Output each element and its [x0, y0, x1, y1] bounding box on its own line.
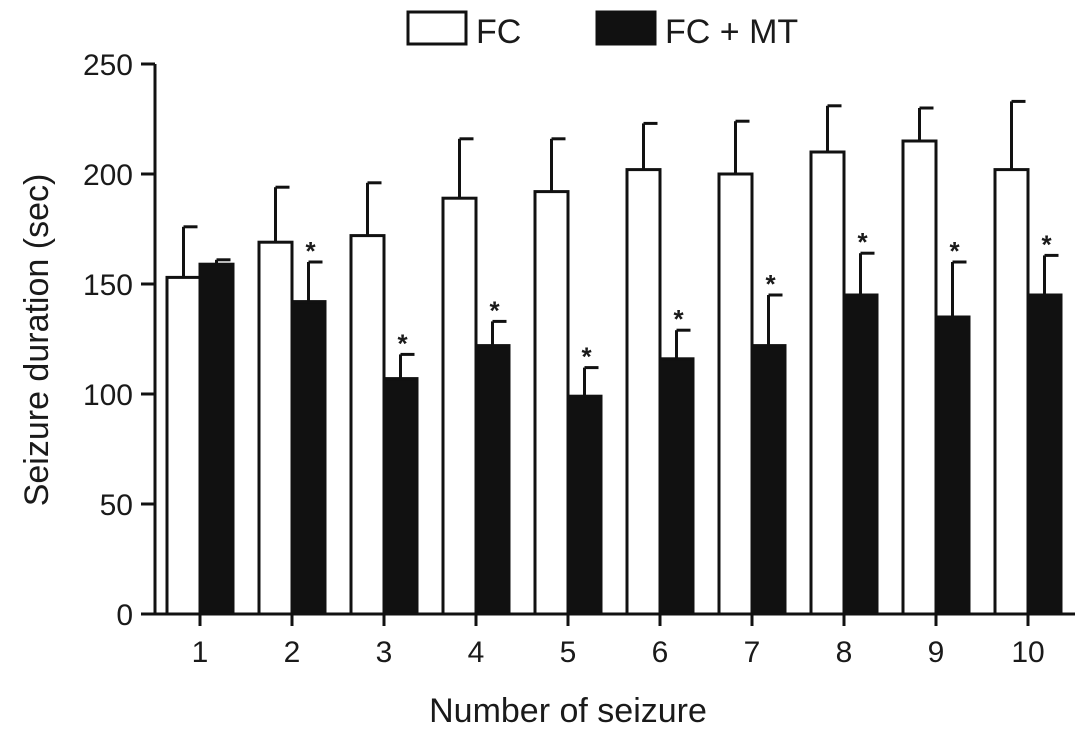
x-tick-label-6: 6	[652, 636, 669, 669]
legend-label-fc: FC	[476, 13, 521, 51]
bar-fc-mt-2	[290, 300, 327, 616]
y-tick-label-250: 250	[83, 49, 133, 82]
legend-swatch-fc	[406, 10, 468, 46]
significance-marker-5: *	[581, 342, 592, 372]
error-bars	[182, 99, 1059, 397]
bars	[165, 139, 1063, 616]
significance-marker-6: *	[673, 304, 684, 334]
x-tick-label-4: 4	[468, 636, 485, 669]
bar-fc-mt-5	[566, 394, 603, 616]
bar-fc-mt-9	[934, 315, 971, 616]
x-tick-label-8: 8	[836, 636, 853, 669]
x-tick-label-7: 7	[744, 636, 761, 669]
legend-swatch-fc-mt	[595, 10, 657, 46]
legend: FC FC + MT	[406, 10, 798, 51]
bar-fc-1	[165, 275, 202, 616]
bar-fc-5	[533, 190, 570, 616]
bar-fc-9	[901, 139, 938, 616]
significance-marker-10: *	[1041, 229, 1052, 259]
x-tick-label-10: 10	[1011, 636, 1044, 669]
y-tick-label-200: 200	[83, 159, 133, 192]
y-axis-title: Seizure duration (sec)	[18, 174, 56, 507]
bar-fc-7	[717, 172, 754, 616]
bar-fc-3	[349, 234, 386, 616]
significance-marker-2: *	[305, 236, 316, 266]
y-tick-label-150: 150	[83, 269, 133, 302]
bar-fc-mt-8	[842, 293, 879, 616]
bar-fc-mt-6	[658, 357, 695, 616]
significance-marker-7: *	[765, 269, 776, 299]
x-tick-label-5: 5	[560, 636, 577, 669]
x-tick-label-3: 3	[376, 636, 393, 669]
x-axis: 1 2 3 4 5 6 7 8 9 10	[155, 612, 1075, 669]
bar-fc-mt-7	[750, 344, 787, 616]
significance-marker-9: *	[949, 236, 960, 266]
y-axis: 0 50 100 150 200 250	[83, 49, 157, 632]
bar-fc-mt-10	[1026, 293, 1063, 616]
bar-fc-10	[993, 168, 1030, 616]
legend-label-fc-mt: FC + MT	[665, 13, 798, 51]
x-tick-label-9: 9	[928, 636, 945, 669]
bar-fc-2	[257, 240, 294, 616]
significance-markers: * * * * * * * * *	[305, 227, 1052, 371]
bar-fc-mt-4	[474, 344, 511, 616]
y-tick-label-0: 0	[116, 599, 133, 632]
significance-marker-8: *	[857, 227, 868, 257]
y-tick-label-100: 100	[83, 379, 133, 412]
x-tick-label-1: 1	[192, 636, 209, 669]
y-tick-label-50: 50	[100, 489, 133, 522]
x-axis-title: Number of seizure	[429, 692, 707, 730]
significance-marker-3: *	[397, 328, 408, 358]
significance-marker-4: *	[489, 295, 500, 325]
bar-fc-mt-1	[198, 262, 235, 616]
x-tick-label-2: 2	[284, 636, 301, 669]
bar-fc-mt-3	[382, 377, 419, 616]
bar-fc-4	[441, 196, 478, 616]
bar-fc-8	[809, 150, 846, 616]
bar-fc-6	[625, 168, 662, 616]
